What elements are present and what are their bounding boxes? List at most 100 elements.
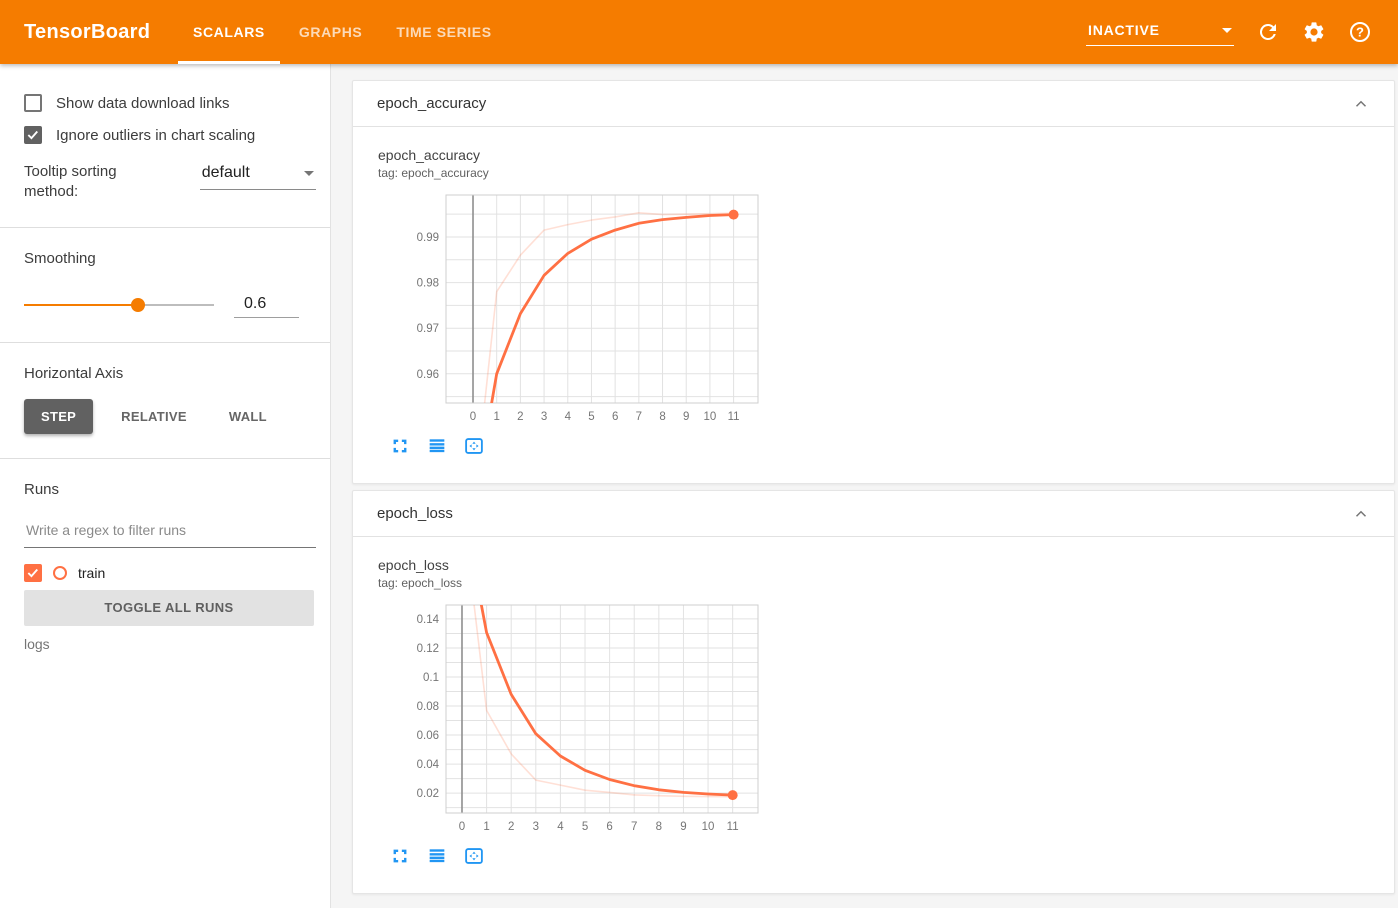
chart-block: epoch_loss tag: epoch_loss 0.02 0.04 0.06 0… <box>353 537 1394 893</box>
runs-label: Runs <box>24 480 60 498</box>
svg-text:9: 9 <box>680 821 686 833</box>
svg-text:4: 4 <box>565 411 572 423</box>
run-name: train <box>78 564 106 581</box>
ignore-outliers-checkbox[interactable]: Ignore outliers in chart scaling <box>24 126 316 144</box>
svg-text:0.98: 0.98 <box>417 278 439 290</box>
svg-text:0.14: 0.14 <box>417 614 440 626</box>
card-epoch-loss: epoch_loss epoch_loss tag: epoch_loss 0.… <box>352 490 1395 894</box>
show-download-links-checkbox[interactable]: Show data download links <box>24 94 316 112</box>
tab-bar: SCALARS GRAPHS TIME SERIES <box>176 0 509 64</box>
chevron-down-icon <box>1222 27 1232 33</box>
tooltip-sorting-value: default <box>201 164 250 181</box>
svg-text:3: 3 <box>533 821 539 833</box>
svg-text:5: 5 <box>582 821 588 833</box>
card-title: epoch_loss <box>377 505 453 522</box>
chart-toolbar <box>389 845 1370 867</box>
smoothing-value-field[interactable] <box>234 292 299 318</box>
svg-text:1: 1 <box>493 411 499 423</box>
svg-text:6: 6 <box>612 411 618 423</box>
svg-text:8: 8 <box>659 411 665 423</box>
line-chart-epoch-loss[interactable]: 0.02 0.04 0.06 0.08 0.1 0.12 0.14 0 1 2 3 4 5 6 7 8 9 10 1… <box>406 603 778 838</box>
app-title: TensorBoard <box>24 20 151 43</box>
svg-text:0.96: 0.96 <box>417 369 439 381</box>
tooltip-sorting-label: Tooltip sorting method: <box>24 163 117 201</box>
divider <box>0 457 330 459</box>
svg-text:4: 4 <box>557 821 564 833</box>
run-item-train[interactable]: train <box>24 563 316 582</box>
axis-wall-button[interactable]: WALL <box>228 408 267 424</box>
svg-text:2: 2 <box>508 821 514 833</box>
svg-text:11: 11 <box>728 411 740 423</box>
divider <box>0 226 330 228</box>
help-icon[interactable]: ? <box>1348 20 1372 44</box>
fit-domain-icon[interactable] <box>463 435 485 457</box>
smoothing-label: Smoothing <box>24 249 96 267</box>
divider <box>0 341 330 343</box>
svg-text:0.02: 0.02 <box>417 788 439 800</box>
svg-text:0.1: 0.1 <box>423 672 439 684</box>
svg-text:0: 0 <box>470 411 476 423</box>
checkbox-label: Ignore outliers in chart scaling <box>56 126 256 144</box>
toggle-all-runs-button[interactable]: TOGGLE ALL RUNS <box>24 589 314 626</box>
fit-domain-icon[interactable] <box>463 845 485 867</box>
settings-sidebar: Show data download links Ignore outliers… <box>0 64 331 908</box>
tab-graphs[interactable]: GRAPHS <box>298 24 363 40</box>
tab-time-series[interactable]: TIME SERIES <box>396 24 492 40</box>
card-header-epoch-loss[interactable]: epoch_loss <box>353 491 1394 537</box>
svg-text:9: 9 <box>683 411 689 423</box>
slider-thumb[interactable] <box>131 298 145 312</box>
chevron-down-icon <box>304 170 314 176</box>
runs-filter-field <box>24 517 316 548</box>
svg-text:6: 6 <box>606 821 612 833</box>
svg-text:?: ? <box>1356 25 1364 40</box>
checkbox-label: Show data download links <box>56 94 230 112</box>
card-title: epoch_accuracy <box>377 95 487 112</box>
checkbox-checked-icon <box>24 126 42 144</box>
chart-tag: tag: epoch_loss <box>378 576 463 590</box>
card-header-epoch-accuracy[interactable]: epoch_accuracy <box>353 81 1394 127</box>
svg-text:0: 0 <box>459 821 465 833</box>
smoothing-slider[interactable] <box>24 298 214 312</box>
card-epoch-accuracy: epoch_accuracy epoch_accuracy tag: epoch… <box>352 80 1395 484</box>
expand-fullscreen-icon[interactable] <box>389 845 411 867</box>
svg-text:1: 1 <box>483 821 489 833</box>
svg-text:3: 3 <box>541 411 547 423</box>
chart-block: epoch_accuracy tag: epoch_accuracy 0.96 0… <box>353 127 1394 483</box>
tooltip-sorting-dropdown[interactable]: default <box>199 162 316 190</box>
runs-filter-input[interactable] <box>24 517 316 547</box>
settings-gear-icon[interactable] <box>1302 20 1326 44</box>
expand-fullscreen-icon[interactable] <box>389 435 411 457</box>
svg-text:0.97: 0.97 <box>417 323 439 335</box>
checkbox-unchecked-icon <box>24 94 42 112</box>
smoothing-value-input[interactable] <box>234 292 299 317</box>
horizontal-axis-label: Horizontal Axis <box>24 364 124 382</box>
svg-text:10: 10 <box>704 411 717 423</box>
svg-text:10: 10 <box>702 821 715 833</box>
run-checkbox-checked-icon[interactable] <box>24 563 42 582</box>
refresh-icon[interactable] <box>1256 20 1280 44</box>
collapse-chevron-up-icon[interactable] <box>1352 505 1370 523</box>
runs-logdir-label: logs <box>24 635 50 652</box>
log-scale-icon[interactable] <box>426 845 448 867</box>
svg-text:0.99: 0.99 <box>417 232 439 244</box>
run-color-circle-icon <box>53 565 67 580</box>
chart-toolbar <box>389 435 1370 457</box>
svg-text:2: 2 <box>517 411 523 423</box>
svg-text:8: 8 <box>656 821 662 833</box>
app-toolbar: TensorBoard SCALARS GRAPHS TIME SERIES I… <box>0 0 1398 64</box>
dashboard-main: epoch_accuracy epoch_accuracy tag: epoch… <box>331 64 1398 908</box>
chart-title: epoch_accuracy <box>378 147 480 163</box>
reload-status-label: INACTIVE <box>1088 22 1160 38</box>
collapse-chevron-up-icon[interactable] <box>1352 95 1370 113</box>
axis-relative-button[interactable]: RELATIVE <box>121 408 187 424</box>
log-scale-icon[interactable] <box>426 435 448 457</box>
reload-status-dropdown[interactable]: INACTIVE <box>1086 18 1234 46</box>
tab-scalars[interactable]: SCALARS <box>176 0 282 64</box>
svg-text:0.06: 0.06 <box>417 730 439 742</box>
slider-fill <box>24 304 138 306</box>
axis-step-button[interactable]: STEP <box>24 398 94 434</box>
line-chart-epoch-accuracy[interactable]: 0.96 0.97 0.98 0.99 0 1 2 3 4 5 6 7 8 9 10 11 <box>406 193 778 428</box>
chart-title: epoch_loss <box>378 557 449 573</box>
svg-text:0.04: 0.04 <box>417 759 440 771</box>
svg-text:11: 11 <box>727 821 739 833</box>
